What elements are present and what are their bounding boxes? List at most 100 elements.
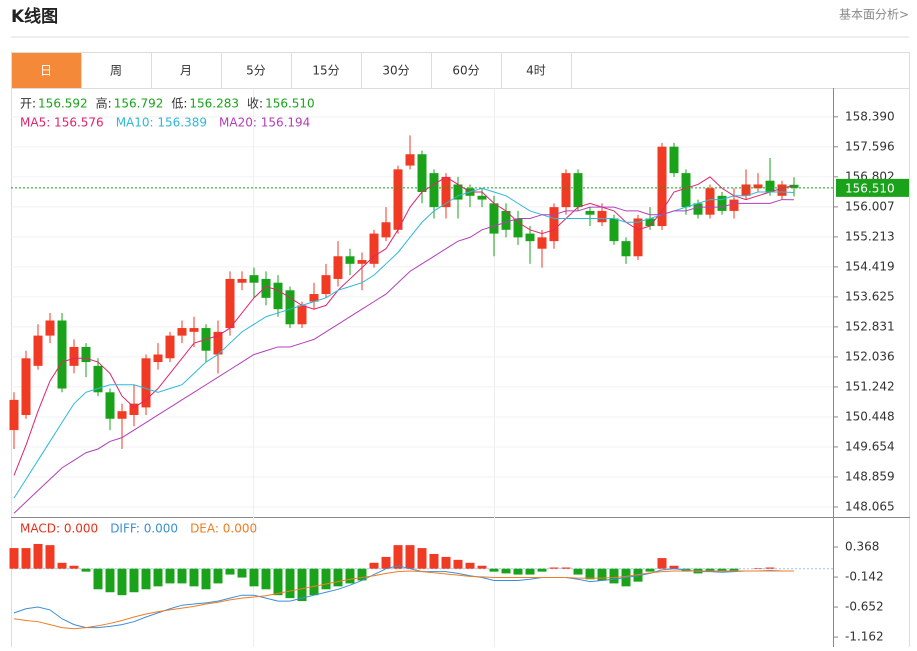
macd-bar [549, 567, 559, 569]
info-label: 收: [247, 97, 263, 111]
candle-body [441, 176, 451, 208]
macd-bar [45, 545, 55, 569]
macd-bar [753, 568, 763, 569]
candle-body [561, 173, 571, 208]
tab-label[interactable]: 4时 [526, 64, 546, 78]
candle-body [669, 146, 679, 174]
macd-bar [381, 556, 391, 569]
tab-label[interactable]: 5分 [246, 64, 266, 78]
y-tick-label: 152.831 [845, 319, 895, 333]
tab-label[interactable]: 30分 [382, 64, 409, 78]
macd-bar [393, 545, 403, 569]
legend-entry: MACD: 0.000 [20, 522, 98, 536]
indicator-line [13, 176, 795, 476]
page-title: K线图 [11, 6, 58, 27]
macd-bar [525, 568, 535, 575]
candle-body [717, 195, 727, 211]
legend-entry: MA5: 156.576 [20, 116, 104, 130]
candle-body [621, 241, 631, 257]
fundamentals-link[interactable]: 基本面分析> [839, 8, 909, 22]
macd-bar [537, 568, 547, 572]
candle-body [693, 203, 703, 215]
y-tick-label: 149.654 [845, 439, 895, 453]
legend-entry: DIFF: 0.000 [110, 522, 178, 536]
macd-bar [141, 568, 151, 590]
macd-bar [345, 568, 355, 584]
candle-body [681, 173, 691, 208]
tab-label[interactable]: 日 [40, 64, 52, 78]
candle-body [381, 222, 391, 238]
macd-bar [333, 568, 343, 587]
macd-bar [465, 562, 475, 569]
y-tick-label: 157.596 [845, 139, 895, 153]
y-tick-label: 158.390 [845, 109, 895, 123]
macd-bar [57, 562, 67, 569]
macd-bar [309, 568, 319, 596]
candle-body [345, 256, 355, 264]
macd-bar [117, 568, 127, 596]
macd-bar [453, 559, 463, 569]
macd-bar [177, 568, 187, 584]
y-tick-label: -1.162 [845, 630, 884, 644]
macd-bar [69, 565, 79, 569]
macd-bar [165, 568, 175, 584]
tab[interactable] [431, 52, 502, 89]
macd-bar [513, 568, 523, 575]
tab[interactable] [361, 52, 432, 89]
last-price-tag [836, 178, 909, 197]
legend-entry: DEA: 0.000 [190, 522, 257, 536]
macd-bar [501, 568, 511, 574]
candle-body [369, 233, 379, 264]
tab-label[interactable]: 60分 [452, 64, 479, 78]
macd-bar [561, 567, 571, 569]
macd-bar [597, 568, 607, 581]
tab-label[interactable]: 15分 [312, 64, 339, 78]
candle-body [189, 328, 199, 332]
candle-body [453, 184, 463, 200]
macd-bar [261, 568, 271, 590]
candle-body [537, 237, 547, 249]
tab-label[interactable]: 周 [110, 64, 122, 78]
candle-body [21, 358, 31, 415]
macd-bar [129, 568, 139, 593]
tab[interactable] [501, 52, 572, 89]
candle-body [93, 365, 103, 393]
macd-bar [213, 568, 223, 584]
macd-bar [9, 548, 19, 569]
candle-body [309, 294, 319, 302]
macd-bar [573, 568, 583, 575]
candle-body [477, 195, 487, 200]
y-tick-label: -0.142 [845, 570, 884, 584]
indicator-line [13, 570, 794, 630]
macd-bar [93, 568, 103, 590]
candle-body [297, 305, 307, 325]
candle-body [633, 218, 643, 257]
candle-body [765, 180, 775, 193]
tab[interactable] [11, 52, 82, 89]
y-tick-label: 148.859 [845, 469, 895, 483]
tab[interactable] [221, 52, 292, 89]
macd-bar [357, 568, 367, 581]
macd-bar [765, 567, 775, 569]
candle-body [705, 188, 715, 215]
chart-frame [11, 52, 910, 651]
tab[interactable] [291, 52, 362, 89]
info-value: 156.792 [114, 97, 164, 111]
macd-bar [33, 543, 43, 569]
candle-body [321, 275, 331, 295]
candle-body [261, 278, 271, 298]
candle-body [177, 328, 187, 336]
legend-entry: MA10: 156.389 [116, 116, 207, 130]
macd-bar [669, 565, 679, 569]
tab-label[interactable]: 月 [180, 64, 192, 78]
candle-body [9, 399, 19, 431]
y-tick-label: 148.065 [845, 499, 895, 513]
macd-bar [81, 568, 91, 572]
y-tick-label: 153.625 [845, 289, 895, 303]
macd-bar [417, 548, 427, 569]
macd-bar [273, 568, 283, 596]
macd-bar [285, 568, 295, 599]
candle-body [129, 403, 139, 415]
indicator-line [13, 187, 795, 499]
